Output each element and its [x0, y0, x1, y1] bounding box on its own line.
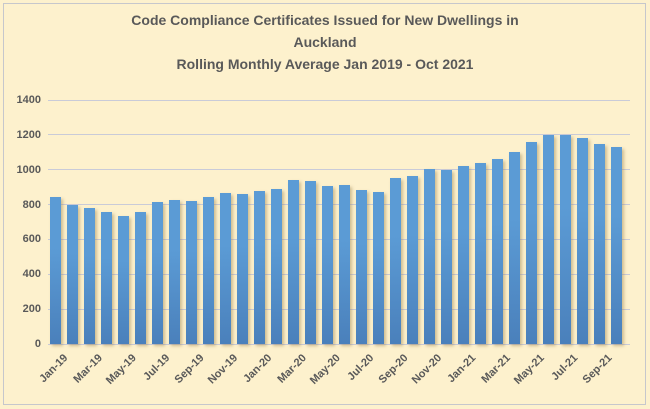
- x-axis-label: Nov-20: [410, 352, 445, 387]
- bar: [151, 201, 163, 344]
- x-axis-label: Mar-20: [274, 352, 309, 386]
- x-axis-label: Mar-21: [478, 352, 513, 386]
- bar: [219, 193, 231, 344]
- bar: [423, 168, 435, 344]
- bar: [321, 186, 333, 344]
- bar: [270, 188, 282, 344]
- bar: [576, 138, 588, 344]
- bar: [66, 205, 78, 344]
- gridline: [48, 134, 630, 136]
- bar: [559, 134, 571, 344]
- x-axis-label: Nov-19: [206, 352, 241, 387]
- x-axis-label: Sep-21: [580, 352, 615, 386]
- y-axis: 0 200 400 600 800 1000 1200 1400: [0, 94, 44, 350]
- y-axis-label: 400: [22, 268, 41, 281]
- bar: [83, 208, 95, 344]
- bar: [100, 211, 112, 344]
- y-axis-label: 600: [22, 233, 41, 246]
- gridline: [48, 343, 630, 345]
- gridline: [48, 169, 630, 171]
- bar: [593, 143, 605, 344]
- bar: [236, 194, 248, 344]
- x-axis-label: Jan-19: [37, 352, 71, 386]
- bar: [525, 141, 537, 344]
- bar: [474, 162, 486, 344]
- bar: [440, 169, 452, 344]
- bar: [168, 200, 180, 344]
- bar: [508, 152, 520, 344]
- bar: [372, 192, 384, 344]
- x-axis-label: Jan-21: [445, 352, 479, 386]
- bar: [389, 177, 401, 344]
- bar: [287, 180, 299, 344]
- bar: [610, 147, 622, 344]
- x-axis-label: Jul-19: [141, 352, 173, 383]
- bar: [491, 159, 503, 344]
- bar: [304, 181, 316, 344]
- title-line-1: Code Compliance Certificates Issued for …: [131, 12, 519, 28]
- bar: [117, 215, 129, 344]
- bar: [253, 190, 265, 344]
- bar: [355, 189, 367, 344]
- x-axis-label: Jul-20: [345, 352, 377, 383]
- bar: [185, 201, 197, 344]
- chart-title: Code Compliance Certificates Issued for …: [0, 9, 650, 75]
- title-line-2: Auckland: [293, 34, 357, 50]
- x-axis-label: Mar-19: [70, 352, 105, 386]
- bar: [202, 196, 214, 344]
- x-axis-label: Sep-20: [376, 352, 411, 386]
- y-axis-label: 1000: [16, 163, 41, 176]
- x-axis-label: Sep-19: [172, 352, 207, 386]
- bar: [406, 175, 418, 344]
- x-axis-label: Jan-20: [241, 352, 275, 386]
- x-axis-label: May-20: [307, 352, 343, 387]
- x-axis-label: May-19: [103, 352, 139, 387]
- plot-area: [48, 99, 630, 345]
- y-axis-label: 1400: [16, 94, 41, 106]
- bar: [338, 184, 350, 344]
- y-axis-label: 1200: [16, 128, 41, 141]
- y-axis-label: 0: [34, 338, 41, 350]
- gridline: [48, 99, 630, 101]
- x-axis-label: Jul-21: [549, 352, 581, 383]
- bar: [542, 134, 554, 344]
- y-axis-label: 800: [22, 198, 41, 211]
- bar: [49, 196, 61, 344]
- y-axis-label: 200: [22, 303, 41, 316]
- x-axis-label: May-21: [511, 352, 547, 387]
- bar: [134, 212, 146, 344]
- title-line-3: Rolling Monthly Average Jan 2019 - Oct 2…: [176, 56, 474, 72]
- bar: [457, 166, 469, 344]
